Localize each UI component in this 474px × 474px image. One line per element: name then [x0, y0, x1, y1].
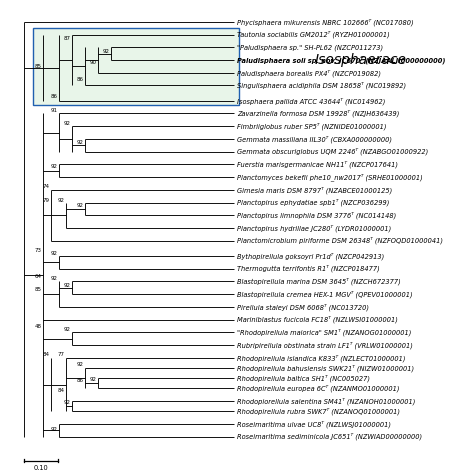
- Text: Thermogutta terrifontis R1ᵀ (NZCP018477): Thermogutta terrifontis R1ᵀ (NZCP018477): [237, 265, 380, 273]
- Text: Paludisphaera soli sp. nov. JC670ᵀ (NZJAALJI000000000): Paludisphaera soli sp. nov. JC670ᵀ (NZJA…: [237, 56, 445, 64]
- Text: Rhodopirellula rubra SWK7ᵀ (NZANOQ01000001): Rhodopirellula rubra SWK7ᵀ (NZANOQ010000…: [237, 408, 400, 415]
- Text: Zavarzinella formosa DSM 19928ᵀ (NZJH636439): Zavarzinella formosa DSM 19928ᵀ (NZJH636…: [237, 110, 399, 117]
- Text: Planctopirus hydrillae JC280ᵀ (LYDR01000001): Planctopirus hydrillae JC280ᵀ (LYDR01000…: [237, 224, 391, 232]
- Text: 86: 86: [51, 94, 58, 100]
- Text: 85: 85: [35, 287, 42, 292]
- Text: 84: 84: [43, 352, 50, 356]
- Text: 91: 91: [51, 109, 58, 113]
- Text: 92: 92: [76, 202, 83, 208]
- Text: Planctopirus ephydatiae spb1ᵀ (NZCP036299): Planctopirus ephydatiae spb1ᵀ (NZCP03629…: [237, 199, 389, 206]
- Text: 92: 92: [90, 377, 97, 382]
- Text: 90: 90: [90, 60, 97, 65]
- Text: 92: 92: [64, 121, 71, 126]
- Text: 64: 64: [35, 274, 42, 279]
- Text: Planctomicrobium piriforme DSM 26348ᵀ (NZFOQD01000041): Planctomicrobium piriforme DSM 26348ᵀ (N…: [237, 237, 443, 245]
- Text: Rubripirellula obstinata strain LF1ᵀ (VRLW01000001): Rubripirellula obstinata strain LF1ᵀ (VR…: [237, 341, 413, 349]
- Text: Mariniblastus fucicola FC18ᵀ (NZLWSI01000001): Mariniblastus fucicola FC18ᵀ (NZLWSI0100…: [237, 316, 398, 323]
- Text: Pirellula staleyi DSM 6068ᵀ (NC013720): Pirellula staleyi DSM 6068ᵀ (NC013720): [237, 303, 369, 310]
- Text: "Rhodopirellula maiorica" SM1ᵀ (NZANOG01000001): "Rhodopirellula maiorica" SM1ᵀ (NZANOG01…: [237, 328, 411, 336]
- Text: 73: 73: [35, 248, 42, 254]
- Text: Phycisphaera mikurensis NBRC 102666ᵀ (NC017080): Phycisphaera mikurensis NBRC 102666ᵀ (NC…: [237, 18, 413, 26]
- Text: Fuerstia marisgermanicae NH11ᵀ (NZCP017641): Fuerstia marisgermanicae NH11ᵀ (NZCP0176…: [237, 161, 398, 168]
- Text: Planctomyces bekefii phe10_nw2017ᵀ (SRHE01000001): Planctomyces bekefii phe10_nw2017ᵀ (SRHE…: [237, 173, 423, 181]
- Text: 0.10: 0.10: [34, 465, 48, 471]
- Text: 85: 85: [35, 64, 42, 69]
- Text: 92: 92: [51, 276, 58, 282]
- Text: 92: 92: [64, 328, 71, 332]
- Text: Gimesia maris DSM 8797ᵀ (NZABCE01000125): Gimesia maris DSM 8797ᵀ (NZABCE01000125): [237, 186, 392, 193]
- Text: 92: 92: [51, 164, 58, 169]
- Text: 92: 92: [58, 198, 64, 202]
- Text: Bythopirellula goksoyri Pr1dᵀ (NZCP042913): Bythopirellula goksoyri Pr1dᵀ (NZCP04291…: [237, 252, 384, 260]
- Text: 92: 92: [51, 251, 58, 256]
- Text: Rhodopirellula europea 6Cᵀ (NZANMO01000001): Rhodopirellula europea 6Cᵀ (NZANMO010000…: [237, 384, 400, 392]
- Text: 92: 92: [76, 140, 83, 145]
- Text: 92: 92: [51, 427, 58, 432]
- Text: Roseimaritima sediminicola JC651ᵀ (NZWIAD00000000): Roseimaritima sediminicola JC651ᵀ (NZWIA…: [237, 433, 422, 440]
- Text: Paludisphaera borealis PX4ᵀ (NZCP019082): Paludisphaera borealis PX4ᵀ (NZCP019082): [237, 69, 381, 76]
- Text: Singulisphaera acidiphila DSM 18658ᵀ (NC019892): Singulisphaera acidiphila DSM 18658ᵀ (NC…: [237, 82, 406, 89]
- Text: 84: 84: [58, 388, 64, 393]
- Text: Gemmata massiliana IIL30ᵀ (CBXA000000000): Gemmata massiliana IIL30ᵀ (CBXA000000000…: [237, 135, 392, 143]
- Text: 86: 86: [76, 378, 83, 383]
- Text: Fimbriiglobus ruber SP5ᵀ (NZNIDE01000001): Fimbriiglobus ruber SP5ᵀ (NZNIDE01000001…: [237, 122, 386, 130]
- Text: Planctopirus limnophila DSM 3776ᵀ (NC014148): Planctopirus limnophila DSM 3776ᵀ (NC014…: [237, 211, 396, 219]
- Text: 87: 87: [64, 36, 71, 41]
- Text: Rhodopirellula bahusiensis SWK21ᵀ (NIZW01000001): Rhodopirellula bahusiensis SWK21ᵀ (NIZW0…: [237, 364, 414, 372]
- Text: Isosphaera pallida ATCC 43644ᵀ (NC014962): Isosphaera pallida ATCC 43644ᵀ (NC014962…: [237, 97, 385, 104]
- Text: 48: 48: [35, 324, 42, 328]
- FancyBboxPatch shape: [33, 27, 239, 105]
- Text: 92: 92: [76, 362, 83, 367]
- Text: Isosphaerace: Isosphaerace: [315, 53, 407, 67]
- Text: "Paludisphaera sp." SH-PL62 (NZCP011273): "Paludisphaera sp." SH-PL62 (NZCP011273): [237, 44, 383, 51]
- Text: 79: 79: [43, 198, 50, 202]
- Text: Rhodopiorellula salentina SM41ᵀ (NZANOH01000001): Rhodopiorellula salentina SM41ᵀ (NZANOH0…: [237, 397, 415, 405]
- Text: Roseimaritima ulvae UC8ᵀ (NZLWSJ01000001): Roseimaritima ulvae UC8ᵀ (NZLWSJ01000001…: [237, 420, 391, 428]
- Text: Gemmata obscuriglobus UQM 2246ᵀ (NZABGO01000922): Gemmata obscuriglobus UQM 2246ᵀ (NZABGO0…: [237, 148, 428, 155]
- Text: Blastopirellula cremea HEX-1 MGVᵀ (QPEV01000001): Blastopirellula cremea HEX-1 MGVᵀ (QPEV0…: [237, 291, 412, 298]
- Text: Rhodopirellula islandica K833ᵀ (NZLECT01000001): Rhodopirellula islandica K833ᵀ (NZLECT01…: [237, 354, 405, 362]
- Text: 92: 92: [64, 283, 71, 288]
- Text: 77: 77: [58, 352, 64, 356]
- Text: 74: 74: [43, 183, 50, 189]
- Text: 92: 92: [64, 400, 71, 405]
- Text: 86: 86: [76, 77, 83, 82]
- Text: Rhodopirellula baltica SH1ᵀ (NC005027): Rhodopirellula baltica SH1ᵀ (NC005027): [237, 374, 370, 382]
- Text: Tautonia sociabilis GM2012ᵀ (RYZH01000001): Tautonia sociabilis GM2012ᵀ (RYZH0100000…: [237, 31, 390, 38]
- Text: 92: 92: [102, 49, 109, 54]
- Text: Blastopirellula marina DSM 3645ᵀ (NZCH672377): Blastopirellula marina DSM 3645ᵀ (NZCH67…: [237, 278, 401, 285]
